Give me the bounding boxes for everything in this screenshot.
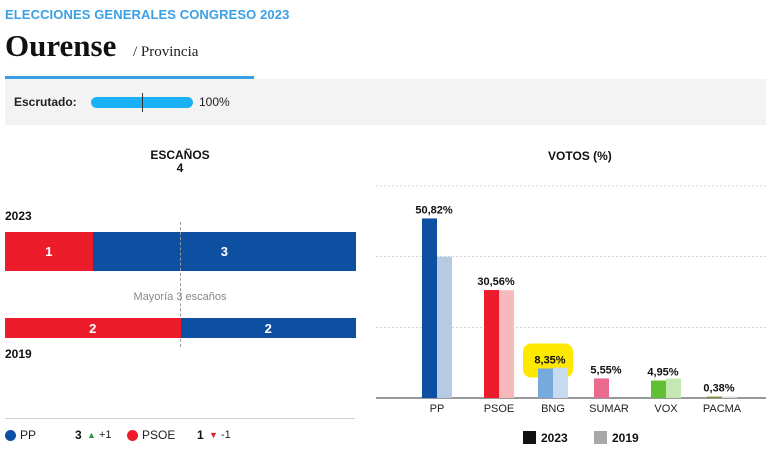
votes-legend: 2023 2019 xyxy=(520,430,720,448)
majority-label: Mayoría 3 escaños xyxy=(133,291,227,303)
seat-segment-pp-2019: 2 xyxy=(180,318,356,338)
seat-segment-psoe-2019: 2 xyxy=(5,318,181,338)
legend-divider xyxy=(5,418,355,419)
page-subtitle: / Provincia xyxy=(133,44,199,60)
legend-dot-pp xyxy=(5,430,16,441)
progress-marker xyxy=(142,93,143,112)
legend-change-pp-value: +1 xyxy=(98,429,112,441)
legend-party-pp: PP xyxy=(20,428,37,442)
votes-chart-title: VOTOS (%) xyxy=(548,149,612,163)
seats-title: ESCAÑOS 4 xyxy=(150,149,210,175)
category-label-sumar: SUMAR xyxy=(589,403,629,415)
value-label-bng: 8,35% xyxy=(534,354,565,366)
seat-segment-pp-2023: 3 xyxy=(92,232,356,271)
legend-change-psoe-value: -1 xyxy=(220,429,231,441)
bar-2019-vox xyxy=(666,378,681,398)
seats-year-2023: 2023 xyxy=(5,209,32,223)
category-label-pacma: PACMA xyxy=(703,403,742,415)
bar-2023-pp xyxy=(422,218,437,398)
value-label-pacma: 0,38% xyxy=(703,383,734,395)
category-label-bng: BNG xyxy=(541,403,565,415)
legend-seats-pp: 3 xyxy=(75,428,82,442)
legend-party-psoe: PSOE xyxy=(142,428,176,442)
value-label-pp: 50,82% xyxy=(415,204,453,216)
legend-change-psoe: ▼ -1 xyxy=(209,429,231,441)
election-kicker: ELECCIONES GENERALES CONGRESO 2023 xyxy=(5,7,290,22)
category-label-psoe: PSOE xyxy=(484,403,515,415)
legend-swatch-2019 xyxy=(594,431,607,444)
arrow-up-icon: ▲ xyxy=(87,430,96,440)
category-label-pp: PP xyxy=(430,403,445,415)
scrutiny-progress-text: 100% xyxy=(199,95,230,109)
value-label-psoe: 30,56% xyxy=(477,276,515,288)
legend-label-2019: 2019 xyxy=(612,431,639,445)
page-title: Ourense xyxy=(5,28,117,63)
legend-change-pp: ▲ +1 xyxy=(87,429,112,441)
seats-year-2019: 2019 xyxy=(5,347,32,361)
legend-label-2023: 2023 xyxy=(541,431,568,445)
value-label-vox: 4,95% xyxy=(647,367,678,379)
majority-line xyxy=(180,222,181,347)
arrow-down-icon: ▼ xyxy=(209,430,218,440)
legend-seats-psoe: 1 xyxy=(197,428,204,442)
bar-2023-sumar xyxy=(594,378,609,398)
category-label-vox: VOX xyxy=(654,403,678,415)
seats-legend: PP 3 ▲ +1 PSOE 1 ▼ -1 xyxy=(0,426,360,446)
title-underline xyxy=(5,76,254,79)
bar-2019-pp xyxy=(437,256,452,398)
seats-total: 4 xyxy=(176,161,184,175)
legend-swatch-2023 xyxy=(523,431,536,444)
seat-segment-psoe-2023: 1 xyxy=(5,232,93,271)
bar-2023-pacma xyxy=(707,396,722,398)
bar-2023-bng xyxy=(538,368,553,398)
value-label-sumar: 5,55% xyxy=(590,364,621,376)
bar-2023-psoe xyxy=(484,290,499,398)
bar-2019-psoe xyxy=(499,290,514,398)
bar-2019-bng xyxy=(553,367,568,398)
scrutiny-label: Escrutado: xyxy=(14,95,77,109)
seats-title-label: ESCAÑOS xyxy=(150,148,210,162)
bar-2023-vox xyxy=(651,380,666,398)
votes-bar-chart: 50,82% PP 30,56% PSOE 8,35% BNG 5,55% SUMAR 4,95… xyxy=(376,185,766,415)
bar-2019-pacma xyxy=(722,396,737,398)
legend-dot-psoe xyxy=(127,430,138,441)
